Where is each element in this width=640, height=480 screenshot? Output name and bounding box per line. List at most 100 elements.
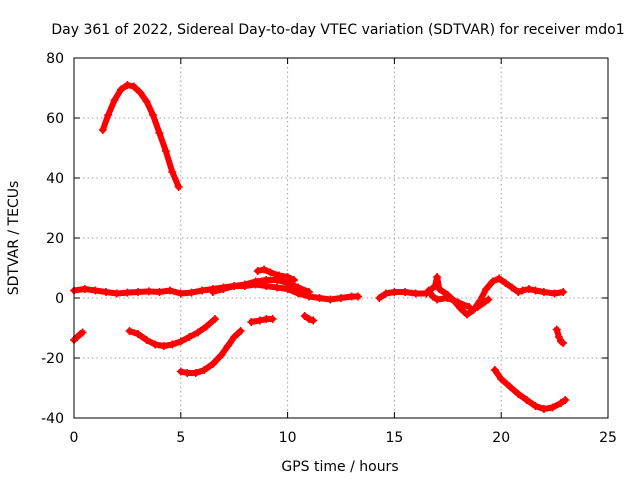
data-point bbox=[552, 325, 561, 334]
data-point bbox=[176, 337, 185, 346]
data-point bbox=[433, 295, 442, 304]
data-point bbox=[524, 285, 533, 293]
chart-title: Day 361 of 2022, Sidereal Day-to-day VTE… bbox=[51, 22, 624, 38]
data-point bbox=[230, 333, 239, 341]
data-point bbox=[539, 405, 548, 413]
data-point bbox=[531, 286, 540, 295]
data-point bbox=[550, 289, 559, 298]
data-point bbox=[469, 306, 478, 314]
data-point bbox=[219, 285, 228, 293]
data-point bbox=[539, 288, 548, 296]
y-tick-label: -40 bbox=[41, 411, 64, 427]
data-point bbox=[557, 399, 566, 407]
data-point bbox=[168, 168, 177, 176]
series-arc-short-3 bbox=[300, 312, 318, 325]
series-arc-low-1 bbox=[176, 327, 245, 377]
data-point bbox=[290, 276, 299, 284]
series-band-bump bbox=[253, 265, 299, 284]
data-point bbox=[112, 289, 121, 298]
data-point bbox=[116, 85, 125, 94]
data-point bbox=[193, 328, 202, 337]
data-point bbox=[428, 292, 437, 301]
series-band-zero-c bbox=[375, 273, 568, 319]
data-point bbox=[495, 274, 504, 283]
data-point bbox=[183, 369, 192, 377]
data-point bbox=[240, 280, 249, 289]
data-point bbox=[482, 285, 491, 293]
data-point bbox=[161, 147, 170, 155]
data-point bbox=[375, 294, 384, 302]
data-point bbox=[255, 316, 264, 325]
data-point bbox=[497, 375, 506, 383]
y-tick-label: 60 bbox=[46, 111, 64, 127]
data-point bbox=[191, 369, 200, 377]
data-point bbox=[522, 396, 531, 404]
data-point bbox=[559, 339, 568, 347]
x-tick-label: 10 bbox=[279, 430, 297, 446]
data-point bbox=[123, 81, 132, 89]
data-point bbox=[168, 340, 177, 349]
data-point bbox=[80, 285, 89, 293]
data-point bbox=[91, 286, 100, 295]
y-tick-label: -20 bbox=[41, 351, 64, 367]
data-point bbox=[531, 402, 540, 410]
x-tick-label: 20 bbox=[492, 430, 510, 446]
data-point bbox=[507, 283, 516, 292]
data-point bbox=[142, 336, 151, 344]
data-point bbox=[142, 97, 151, 106]
data-point bbox=[166, 286, 175, 295]
data-point bbox=[123, 288, 132, 297]
data-point bbox=[155, 288, 164, 296]
series-arc-left-short bbox=[70, 328, 87, 344]
data-point bbox=[435, 285, 444, 293]
data-point bbox=[309, 316, 318, 325]
data-point bbox=[304, 288, 313, 296]
x-tick-label: 5 bbox=[176, 430, 185, 446]
data-point bbox=[488, 277, 497, 286]
y-tick-label: 80 bbox=[46, 51, 64, 67]
ticks: 0 5 10 15 20 25 -40 -20 0 20 40 60 80 bbox=[41, 51, 617, 446]
data-point bbox=[465, 303, 474, 311]
data-point bbox=[505, 382, 514, 391]
data-point bbox=[236, 327, 245, 335]
data-point bbox=[102, 288, 111, 296]
x-axis-label: GPS time / hours bbox=[281, 459, 398, 475]
data-point bbox=[176, 289, 185, 298]
data-point bbox=[272, 283, 281, 292]
data-point bbox=[424, 286, 433, 295]
data-point bbox=[208, 360, 217, 368]
data-point bbox=[230, 282, 239, 290]
data-point bbox=[208, 288, 217, 296]
data-point bbox=[514, 390, 523, 398]
data-point bbox=[275, 271, 284, 280]
x-tick-label: 0 bbox=[70, 430, 79, 446]
data-point bbox=[159, 342, 168, 350]
data-point bbox=[136, 88, 145, 97]
data-point bbox=[155, 129, 164, 137]
y-axis-label: SDTVAR / TECUs bbox=[6, 181, 22, 296]
data-point bbox=[463, 310, 472, 319]
data-point bbox=[251, 277, 260, 286]
data-point bbox=[433, 273, 442, 281]
data-point bbox=[401, 288, 410, 296]
data-point bbox=[443, 294, 452, 302]
data-point bbox=[548, 403, 557, 412]
x-tick-label: 25 bbox=[599, 430, 617, 446]
data-point bbox=[129, 82, 138, 91]
data-point bbox=[202, 322, 211, 331]
data-point bbox=[381, 289, 390, 298]
data-point bbox=[501, 279, 510, 287]
data-point bbox=[187, 288, 196, 297]
series-arc-short-4 bbox=[473, 295, 493, 311]
data-point bbox=[78, 328, 87, 337]
data-point bbox=[198, 286, 207, 295]
series-arc-short-5 bbox=[552, 325, 568, 347]
data-point bbox=[134, 330, 143, 338]
series-arc-low-2 bbox=[490, 366, 570, 413]
data-point bbox=[326, 295, 335, 304]
data-point bbox=[223, 342, 232, 350]
data-point bbox=[473, 303, 482, 311]
data-point bbox=[354, 292, 363, 301]
x-tick-label: 15 bbox=[385, 430, 403, 446]
